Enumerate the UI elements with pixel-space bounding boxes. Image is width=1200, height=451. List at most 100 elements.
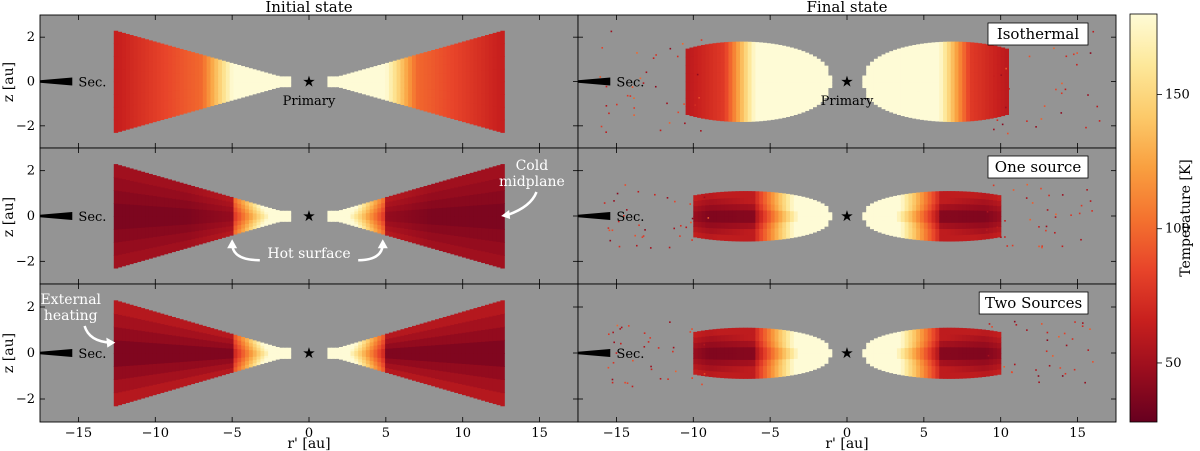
disk-cell [400,364,405,372]
disk-cell [881,81,887,89]
disk-cell [282,212,288,214]
disk-cell [377,77,382,83]
disk-cell [488,216,494,229]
disk-cell [369,81,375,86]
disk-cell [408,190,413,198]
disk-cell [793,231,798,238]
disk-cell [939,51,944,63]
disk-cell [171,46,176,57]
disk-cell [812,56,817,64]
outlier-point [1089,52,1092,54]
disk-cell [473,171,478,184]
disk-cell [159,90,165,102]
disk-cell [958,353,963,360]
disk-cell [244,341,249,347]
disk-cell [435,73,440,83]
disk-cell [739,61,744,73]
disk-cell [754,91,760,102]
outlier-point [1045,229,1047,232]
disk-cell [889,367,894,374]
disk-cell [186,73,192,83]
disk-cell [985,216,990,223]
disk-cell [904,358,910,365]
disk-cell [121,32,126,46]
disk-cell [198,374,203,382]
disk-cell [461,226,467,238]
disk-cell [450,44,455,55]
disk-cell [144,374,149,387]
disk-cell [797,200,802,207]
disk-cell [117,327,123,341]
disk-cell [927,62,933,73]
outlier-point [988,323,991,325]
disk-cell [731,359,737,367]
disk-cell [827,214,833,216]
disk-cell [225,205,230,212]
disk-cell [724,71,729,83]
outlier-point [616,324,619,327]
disk-cell [411,332,417,341]
disk-cell [904,90,910,100]
outlier-point [1086,189,1088,191]
disk-cell [797,342,802,349]
disk-cell [423,96,428,105]
disk-cell [248,216,253,220]
disk-cell [435,191,440,200]
disk-cell [282,82,288,85]
disk-cell [136,318,142,331]
disk-cell [935,81,940,92]
disk-cell [870,91,875,97]
outlier-point [1087,94,1089,96]
disk-cell [731,216,737,223]
disk-cell [866,345,871,349]
disk-cell [240,348,246,354]
disk-cell [766,228,771,235]
disk-cell [731,101,737,112]
disk-cell [750,353,756,360]
disk-cell [458,342,463,354]
disk-cell [862,78,867,81]
disk-cell [171,371,176,381]
disk-cell [194,367,199,376]
disk-cell [442,64,448,74]
disk-cell [477,353,482,366]
disk-cell [159,362,165,374]
disk-cell [770,233,775,241]
disk-cell [800,51,806,60]
disk-cell [916,364,921,372]
disk-cell [735,51,740,63]
disk-cell [981,353,986,360]
disk-cell [132,58,138,71]
disk-cell [286,76,292,79]
disk-cell [388,231,394,237]
disk-cell [866,360,871,364]
disk-cell [808,228,814,234]
disk-cell [724,353,729,360]
disk-cell [800,362,806,369]
disk-cell [202,216,207,224]
disk-cell [159,353,165,364]
disk-cell [488,69,494,83]
disk-cell [1004,65,1009,74]
disk-cell [781,232,787,240]
disk-cell [271,74,276,77]
disk-cell [465,50,471,62]
disk-cell [392,76,398,83]
disk-cell [144,248,149,260]
disk-cell [175,89,180,99]
disk-cell [152,311,157,323]
disk-cell [404,75,409,83]
disk-cell [777,204,783,211]
disk-cell [362,362,367,367]
disk-cell [267,85,272,89]
disk-cell [454,372,459,384]
disk-cell [946,91,952,103]
disk-cell [823,65,829,71]
disk-cell [996,72,1002,83]
disk-cell [232,348,238,354]
disk-cell [465,112,471,124]
disk-cell [989,199,994,206]
disk-cell [750,209,756,217]
disk-cell [186,66,192,75]
disk-cell [113,216,119,230]
